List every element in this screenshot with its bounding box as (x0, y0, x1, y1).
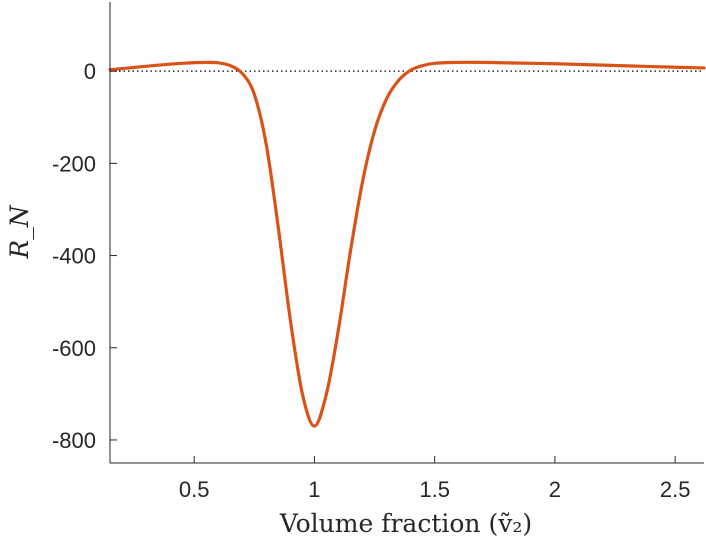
series-line-1 (108, 60, 706, 428)
x-tick-label: 2.5 (660, 477, 691, 502)
axes: 0.5 1 1.5 2 2.5 0 -200 -400 -600 -800 (52, 2, 704, 502)
y-tick-label: -600 (52, 336, 96, 361)
x-tick-label: 1.5 (419, 477, 450, 502)
y-tick-label: -200 (52, 151, 96, 176)
x-tick-label: 0.5 (179, 477, 210, 502)
x-tick-label: 2 (549, 477, 561, 502)
y-axis-label: R_N (5, 204, 34, 259)
x-axis-label: Volume fraction (ṽ₂) (279, 509, 532, 538)
plot-area (108, 60, 706, 428)
y-tick-label: -400 (52, 244, 96, 269)
y-tick-label: -800 (52, 428, 96, 453)
y-tick-label: 0 (84, 59, 96, 84)
x-tick-label: 1 (308, 477, 320, 502)
